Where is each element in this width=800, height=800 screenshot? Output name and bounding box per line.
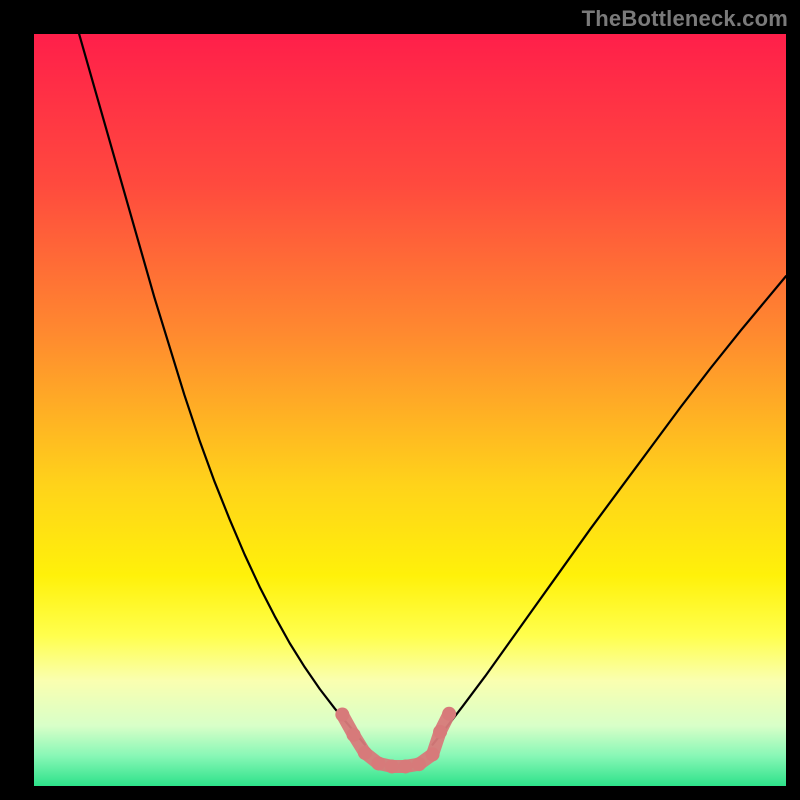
marker-dot [412, 757, 426, 771]
marker-dot [442, 707, 456, 721]
marker-dot [335, 708, 349, 722]
marker-dot [371, 756, 385, 770]
chart-svg [34, 34, 786, 786]
chart-root: TheBottleneck.com [0, 0, 800, 800]
marker-dot [433, 725, 447, 739]
marker-dot [398, 759, 412, 773]
marker-dot [426, 747, 440, 761]
marker-dot [347, 728, 361, 742]
watermark-text: TheBottleneck.com [582, 6, 788, 32]
curve-right-branch [433, 276, 786, 745]
curve-left-branch [79, 34, 365, 745]
marker-dot [358, 746, 372, 760]
plot-area [34, 34, 786, 786]
marker-dot [385, 759, 399, 773]
